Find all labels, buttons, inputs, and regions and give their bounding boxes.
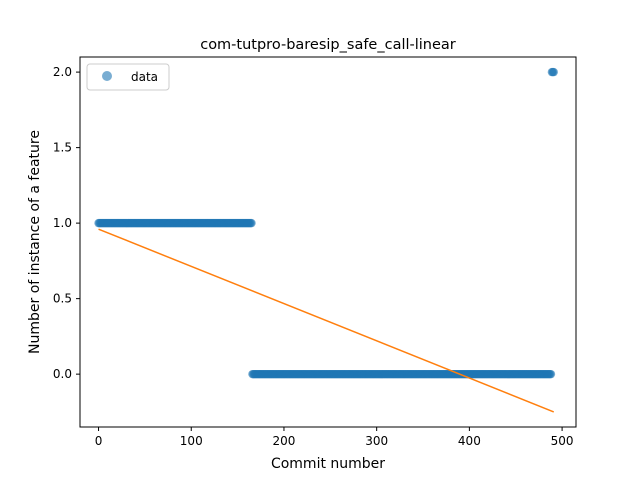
data-point (546, 369, 556, 379)
x-tick-label: 500 (551, 434, 574, 448)
x-tick-label: 100 (180, 434, 203, 448)
axes-frame (79, 56, 577, 428)
y-axis-label: Number of instance of a feature (27, 130, 43, 354)
data-layer (94, 67, 558, 379)
x-tick-label: 0 (95, 434, 103, 448)
y-tick-label: 2.0 (53, 65, 72, 79)
y-tick-label: 0.0 (53, 367, 72, 381)
x-axis-ticks: 0 100 200 300 400 500 (95, 427, 574, 448)
fit-line-layer (98, 228, 555, 413)
fit-line (98, 228, 555, 413)
legend-label-data: data (131, 70, 158, 84)
y-tick-label: 0.5 (53, 292, 72, 306)
chart-title: com-tutpro-baresip_safe_call-linear (200, 37, 456, 53)
legend-box (86, 63, 170, 91)
y-axis-ticks: 0.0 0.5 1.0 1.5 2.0 (53, 65, 80, 381)
x-tick-label: 200 (273, 434, 296, 448)
legend-marker-data (102, 71, 112, 81)
x-axis-label: Commit number (271, 456, 385, 472)
data-point (549, 67, 558, 77)
data-point (247, 218, 256, 228)
y-tick-label: 1.5 (53, 141, 72, 155)
y-tick-label: 1.0 (53, 216, 72, 230)
x-tick-label: 300 (365, 434, 388, 448)
x-tick-label: 400 (458, 434, 481, 448)
legend: data (86, 63, 170, 91)
